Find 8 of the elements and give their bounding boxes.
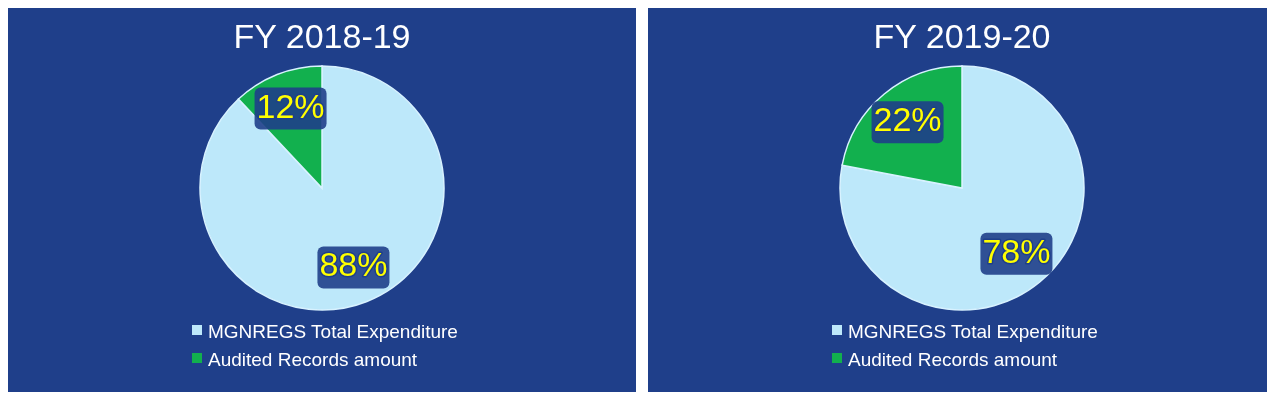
legend-label: MGNREGS Total Expenditure <box>848 321 1098 343</box>
pie-slice <box>839 65 1085 311</box>
pie-slice <box>199 65 445 311</box>
legend-label: Audited Records amount <box>848 349 1058 371</box>
chart-title: FY 2019-20 <box>873 17 1051 55</box>
legend-label: Audited Records amount <box>208 349 418 371</box>
legend-label: MGNREGS Total Expenditure <box>208 321 458 343</box>
chart-title: FY 2018-19 <box>233 17 411 55</box>
